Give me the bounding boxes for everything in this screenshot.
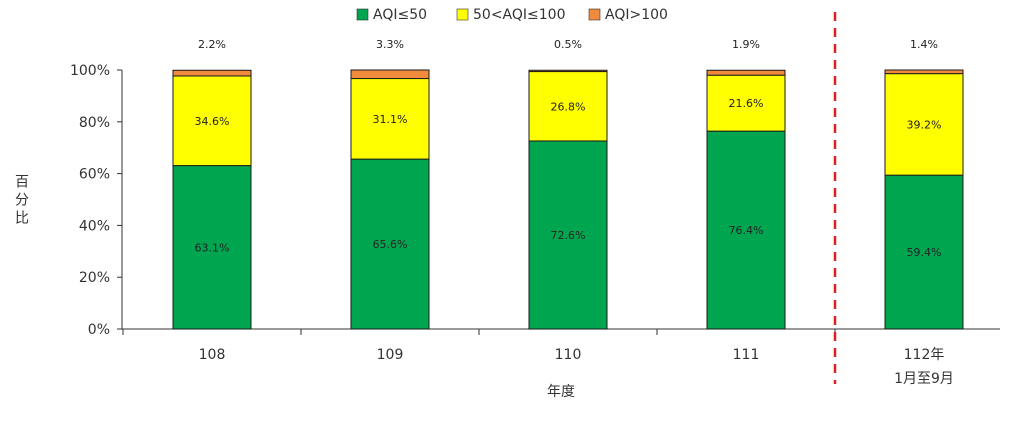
legend-item: AQI≤50 xyxy=(356,7,427,23)
data-label: 1.4% xyxy=(910,38,938,51)
data-label: 1.9% xyxy=(732,38,760,51)
data-label: 76.4% xyxy=(729,224,764,237)
x-category-label: 111 xyxy=(733,347,760,363)
x-category-label: 1月至9月 xyxy=(894,371,954,387)
bar-segment xyxy=(528,69,608,73)
data-label: 31.1% xyxy=(373,113,408,126)
bar-segment xyxy=(172,165,252,330)
bar-segment xyxy=(350,158,430,330)
legend-swatch xyxy=(456,8,469,21)
bar-segment xyxy=(172,75,252,167)
legend: AQI≤50 50<AQI≤100 AQI>100 xyxy=(356,7,668,23)
bar-segment xyxy=(350,78,430,160)
data-label: 39.2% xyxy=(907,118,942,131)
bar-segment xyxy=(884,69,964,75)
data-label: 59.4% xyxy=(907,246,942,259)
bar-segment xyxy=(528,71,608,142)
data-label: 21.6% xyxy=(729,97,764,110)
bar-segment xyxy=(350,69,430,80)
y-axis: 0% 20% 40% 60% 80% 100% xyxy=(70,63,123,338)
bar-segment xyxy=(528,140,608,330)
legend-swatch xyxy=(356,8,369,21)
x-category-label: 112年 xyxy=(904,347,945,363)
x-axis: 108 109 110 111 112年 1月至9月 xyxy=(122,328,1000,387)
legend-swatch xyxy=(588,8,601,21)
legend-label: 50<AQI≤100 xyxy=(473,7,565,23)
data-label: 63.1% xyxy=(195,241,230,254)
bar-segment xyxy=(706,74,786,132)
legend-item: 50<AQI≤100 xyxy=(456,7,565,23)
legend-item: AQI>100 xyxy=(588,7,668,23)
y-axis-title: 百分比 xyxy=(15,175,29,227)
data-label: 65.6% xyxy=(373,238,408,251)
bar-segment xyxy=(884,174,964,330)
y-tick-label: 0% xyxy=(88,322,110,338)
data-label: 34.6% xyxy=(195,115,230,128)
x-category-label: 110 xyxy=(555,347,582,363)
bar-segment xyxy=(884,73,964,176)
bar-segment xyxy=(706,130,786,330)
y-tick-label: 60% xyxy=(79,167,110,183)
data-label: 2.2% xyxy=(198,38,226,51)
bars xyxy=(172,69,964,330)
data-label: 26.8% xyxy=(551,100,586,113)
data-label: 72.6% xyxy=(551,229,586,242)
y-tick-label: 40% xyxy=(79,218,110,234)
data-labels: 63.1% 34.6% 2.2% 65.6% 31.1% 3.3% 72.6% 26.8% 0.… xyxy=(195,38,942,259)
x-category-label: 108 xyxy=(199,347,226,363)
legend-label: AQI>100 xyxy=(605,7,668,23)
data-label: 0.5% xyxy=(554,38,582,51)
bar-segment xyxy=(172,69,252,77)
y-tick-label: 20% xyxy=(79,270,110,286)
data-label: 3.3% xyxy=(376,38,404,51)
bar-segment xyxy=(706,69,786,76)
legend-label: AQI≤50 xyxy=(373,7,427,23)
y-tick-label: 100% xyxy=(70,63,110,79)
x-category-label: 109 xyxy=(377,347,404,363)
x-axis-title: 年度 xyxy=(547,384,575,400)
y-tick-label: 80% xyxy=(79,115,110,131)
